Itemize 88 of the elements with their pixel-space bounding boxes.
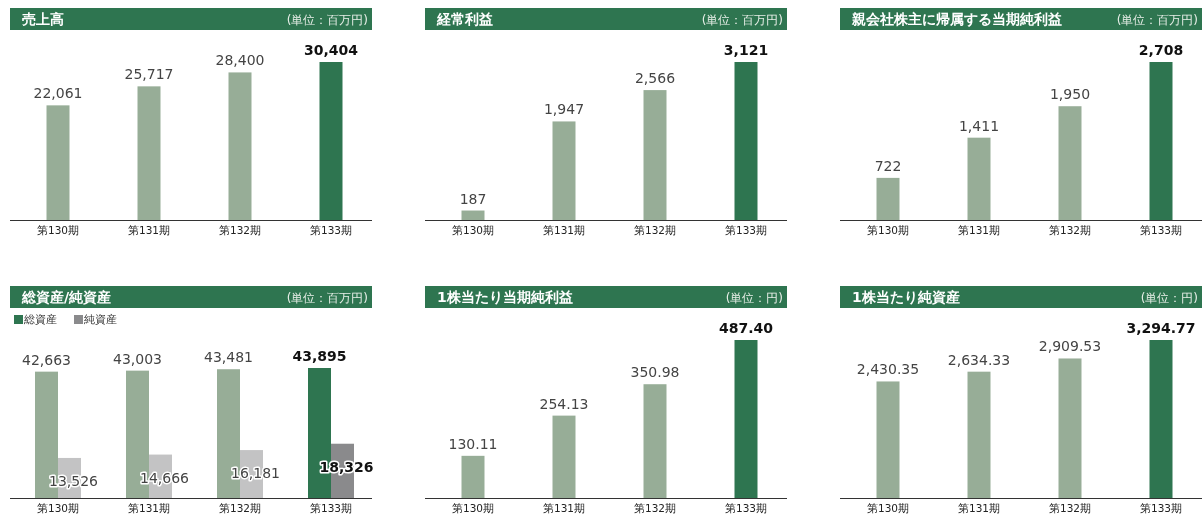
bar <box>643 90 667 220</box>
data-label: 130.11 <box>448 435 498 452</box>
bar <box>1149 62 1173 220</box>
x-tick-label: 第131期 <box>542 502 586 514</box>
x-tick-label: 第130期 <box>451 224 495 236</box>
data-label: 28,400 <box>215 52 265 69</box>
bar <box>319 62 343 220</box>
data-label: 30,404 <box>303 42 359 58</box>
x-tick-label: 第133期 <box>724 224 768 236</box>
x-tick-label: 第132期 <box>633 502 677 514</box>
chart-subtitle: (単位：円) <box>1140 291 1198 305</box>
x-tick-label: 第133期 <box>309 224 353 236</box>
data-label: 3,294.77 <box>1126 320 1196 336</box>
chart-subtitle: (単位：百万円) <box>701 13 783 27</box>
data-label: 42,663 <box>22 351 71 368</box>
legend-item: 総資産 <box>14 313 57 326</box>
bar <box>876 381 900 498</box>
data-label: 1,947 <box>543 101 585 118</box>
data-label: 2,708 <box>1138 42 1184 58</box>
x-tick-label: 第133期 <box>1139 502 1183 514</box>
bar <box>1149 340 1173 498</box>
x-tick-label: 第131期 <box>127 224 171 236</box>
bar <box>228 72 252 220</box>
data-label: 18,326 <box>319 458 374 475</box>
legend-item: 純資産 <box>74 313 117 326</box>
x-tick-label: 第130期 <box>36 224 80 236</box>
data-label: 14,666 <box>140 469 190 486</box>
x-tick-label: 第132期 <box>1048 502 1092 514</box>
data-label: 2,430.35 <box>856 361 920 378</box>
data-label: 3,121 <box>723 42 769 58</box>
x-tick-label: 第130期 <box>451 502 495 514</box>
bar <box>46 105 70 220</box>
chart-title: 親会社株主に帰属する当期純利益 <box>851 11 1062 27</box>
bar <box>967 371 991 498</box>
data-label: 187 <box>459 190 487 207</box>
chart-title: 総資産/純資産 <box>21 289 112 305</box>
x-tick-label: 第133期 <box>1139 224 1183 236</box>
data-label: 350.98 <box>630 364 680 381</box>
x-tick-label: 第131期 <box>957 224 1001 236</box>
x-tick-label: 第130期 <box>36 502 80 514</box>
data-label: 25,717 <box>124 66 174 83</box>
data-label: 13,526 <box>49 472 99 489</box>
data-label: 254.13 <box>539 395 589 412</box>
x-tick-label: 第132期 <box>218 224 262 236</box>
chart-subtitle: (単位：百万円) <box>286 291 368 305</box>
bar <box>1058 106 1082 220</box>
data-label: 43,481 <box>204 349 253 366</box>
data-label: 2,566 <box>634 70 676 87</box>
data-label: 2,909.53 <box>1038 338 1102 355</box>
data-label: 722 <box>874 157 902 174</box>
legend-label: 純資産 <box>84 313 117 326</box>
bar <box>552 415 576 498</box>
bar <box>734 340 758 498</box>
x-tick-label: 第132期 <box>218 502 262 514</box>
x-tick-label: 第133期 <box>724 502 768 514</box>
x-tick-label: 第133期 <box>309 502 353 514</box>
data-label: 43,895 <box>292 348 347 364</box>
x-tick-label: 第131期 <box>127 502 171 514</box>
bar <box>461 455 485 498</box>
chart-subtitle: (単位：百万円) <box>1116 13 1198 27</box>
data-label: 22,061 <box>33 85 83 102</box>
x-tick-label: 第132期 <box>633 224 677 236</box>
bar <box>1058 358 1082 498</box>
x-tick-label: 第131期 <box>957 502 1001 514</box>
bar <box>137 86 161 220</box>
legend-label: 総資産 <box>23 313 57 326</box>
bar <box>734 62 758 220</box>
data-label: 1,950 <box>1049 86 1091 103</box>
bar <box>967 137 991 220</box>
bar <box>552 121 576 220</box>
x-tick-label: 第130期 <box>866 502 910 514</box>
chart-title: 1株当たり純資産 <box>852 289 960 305</box>
chart-subtitle: (単位：百万円) <box>286 13 368 27</box>
chart-title: 売上高 <box>22 11 64 27</box>
data-label: 2,634.33 <box>947 351 1011 368</box>
x-tick-label: 第130期 <box>866 224 910 236</box>
chart-title: 1株当たり当期純利益 <box>437 289 573 305</box>
chart-title: 経常利益 <box>436 11 493 27</box>
data-label: 43,003 <box>113 350 162 367</box>
data-label: 16,181 <box>231 465 280 482</box>
x-tick-label: 第131期 <box>542 224 586 236</box>
x-tick-label: 第132期 <box>1048 224 1092 236</box>
chart-subtitle: (単位：円) <box>725 291 783 305</box>
bar <box>643 384 667 498</box>
bar <box>876 177 900 220</box>
bar <box>461 210 485 220</box>
data-label: 487.40 <box>718 320 774 336</box>
data-label: 1,411 <box>958 117 1000 134</box>
